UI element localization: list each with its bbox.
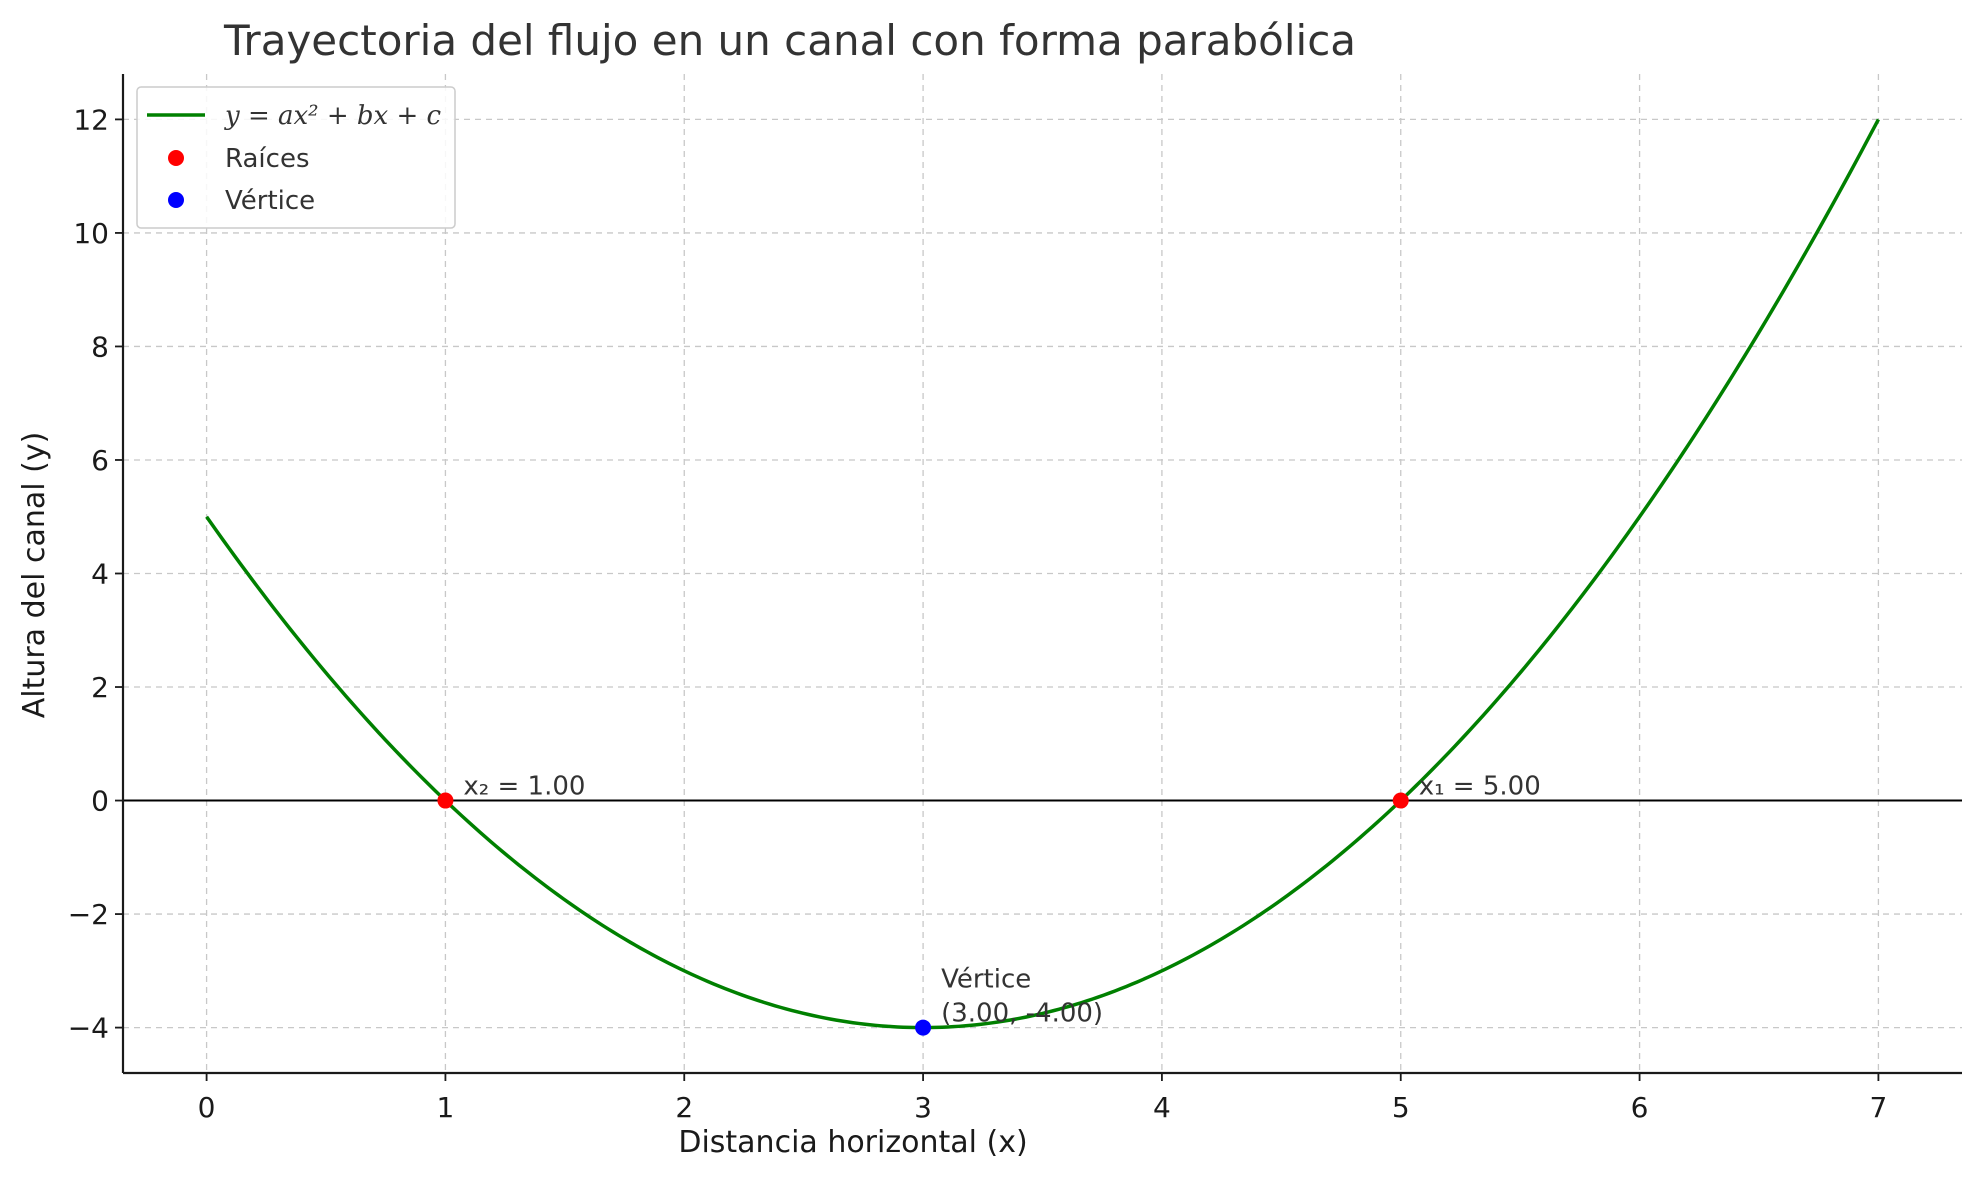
root-point [1392,792,1409,809]
y-tick-label: 12 [73,103,109,136]
legend-marker-swatch [168,150,184,166]
series-layer [205,118,1880,1036]
chart-title: Trayectoria del flujo en un canal con fo… [223,16,1356,65]
y-axis-label: Altura del canal (y) [17,432,52,719]
y-tick-label: 6 [91,444,109,477]
y-tick-label: −4 [68,1012,109,1045]
x-tick-label: 6 [1631,1091,1649,1124]
vertex-annotation-coords: (3.00, -4.00) [941,999,1103,1029]
legend-box [136,86,456,229]
x-tick-label: 5 [1392,1091,1410,1124]
y-tick-label: 10 [73,217,109,250]
root-point [437,792,454,809]
y-tick-label: 0 [91,785,109,818]
root-annotation: x₂ = 1.00 [463,772,585,802]
x-tick-label: 2 [675,1091,693,1124]
x-axis-label: Distancia horizontal (x) [678,1125,1027,1160]
x-tick-label: 0 [198,1091,216,1124]
annotations: x₂ = 1.00 x₁ = 5.00 Vértice (3.00, -4.00) [463,772,1540,1029]
root-annotation: x₁ = 5.00 [1419,772,1541,802]
legend-label: Vértice [225,186,315,216]
x-tick-label: 4 [1153,1091,1171,1124]
y-tick-label: 8 [91,330,109,363]
y-tick-label: 2 [91,671,109,704]
vertex-annotation-title: Vértice [941,965,1031,995]
legend-label-curve: y = ax² + bx + c [224,101,442,131]
x-tick-label: 7 [1869,1091,1887,1124]
legend-label: Raíces [225,144,310,174]
x-tick-label: 1 [437,1091,455,1124]
y-tick-label: −2 [68,898,109,931]
vertex-point [915,1019,932,1036]
y-tick-label: 4 [91,558,109,591]
parabola-line [205,118,1880,1030]
legend: y = ax² + bx + c Raíces Vértice [136,86,456,229]
x-tick-label: 3 [914,1091,932,1124]
legend-marker-swatch [168,192,184,208]
